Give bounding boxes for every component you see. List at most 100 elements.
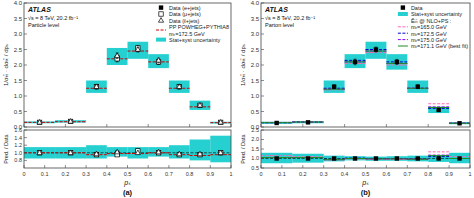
x-tick	[44, 165, 45, 168]
data-point	[218, 151, 222, 155]
data-point	[197, 151, 202, 156]
x-tick-label: 0.6	[144, 171, 152, 177]
x-tick-label: 0.5	[124, 171, 132, 177]
x-tick-label: 0.5	[362, 171, 370, 177]
y-tick-label: 1.0	[251, 93, 260, 99]
data-point	[37, 120, 42, 125]
chart: 0.00.51.01.52.02.53.03.54.01/σₜₜ̄ · dσₜₜ…	[3, 0, 231, 130]
y-axis-label: 1/σₜₜ̄ · dσₜₜ̄ / dpₛ	[240, 44, 246, 86]
x-tick	[344, 165, 345, 168]
uncertainty-band	[210, 136, 231, 163]
y-tick-label: 2.0	[14, 62, 23, 68]
x-axis-label: pₛ	[361, 179, 369, 187]
data-point	[457, 121, 461, 125]
uncertainty-band	[128, 42, 149, 59]
data-point	[353, 156, 357, 160]
data-point	[374, 156, 378, 160]
x-tick	[86, 165, 87, 168]
y-tick-label: 2.5	[251, 127, 259, 133]
y-tick-label: 1.5	[251, 78, 260, 84]
legend-swatch	[156, 38, 166, 42]
data-point	[115, 149, 120, 154]
x-tick-label: 1	[229, 171, 232, 177]
x-tick	[365, 165, 366, 168]
y-tick-label: 1.5	[251, 146, 259, 152]
legend-line	[398, 33, 408, 34]
y-tick	[24, 80, 27, 81]
plot-area	[24, 42, 231, 125]
legend-label: Stat+syst uncertainty	[169, 37, 220, 43]
chart: 0.81.01.21.41.600.10.20.30.40.50.60.70.8…	[3, 127, 233, 197]
legend-label-line: mₜ=171.1 GeV (best fit)	[411, 43, 468, 49]
legend-label: mₜ=165.0 GeV	[411, 24, 447, 30]
legend-label: Data	[411, 5, 424, 11]
uncertainty-band	[324, 81, 345, 93]
y-axis-label: Pred. / Data	[3, 133, 9, 163]
uncertainty-band	[407, 81, 428, 93]
legend-line	[398, 26, 408, 27]
data-point	[197, 103, 202, 108]
uncertainty-band	[386, 54, 407, 70]
x-tick	[189, 165, 190, 168]
uncertainty-band	[128, 147, 149, 158]
x-tick	[386, 124, 387, 127]
x-tick	[428, 165, 429, 168]
x-axis-label: pₛ	[123, 179, 131, 187]
legend-label-line: Data (ℓ+jets)	[169, 18, 200, 24]
annotation: (b)	[361, 188, 371, 197]
data-point	[37, 150, 42, 155]
data-point	[436, 108, 440, 112]
legend-label: mₜ=172.5 GeV	[411, 31, 447, 37]
y-tick	[261, 49, 264, 50]
y-tick	[24, 96, 27, 97]
y-tick	[24, 152, 27, 153]
x-tick	[127, 165, 128, 168]
error-bar	[396, 59, 399, 64]
data-point	[218, 150, 223, 155]
y-tick-label: 3.5	[14, 16, 23, 22]
legend-label-line: Data	[411, 5, 424, 11]
uncertainty-band	[148, 147, 169, 157]
prediction-step	[428, 106, 449, 107]
x-tick	[323, 165, 324, 168]
data-point	[68, 119, 73, 124]
y-tick	[261, 80, 264, 81]
data-point	[395, 60, 399, 64]
y-axis-label: Pred. / Data	[240, 133, 246, 163]
legend-label: PP POWHEG+PYTHIA8mₜ=172.5 GeV	[169, 24, 229, 36]
x-tick	[168, 165, 169, 168]
y-tick-label: 0.5	[14, 109, 23, 115]
uncertainty-band	[190, 140, 211, 161]
y-tick	[261, 34, 264, 35]
y-tick	[24, 49, 27, 50]
legend-line	[398, 39, 408, 40]
x-tick-label: 0.1	[41, 171, 49, 177]
x-tick-label: 0.4	[103, 171, 111, 177]
data-point	[218, 120, 222, 124]
y-tick	[261, 158, 264, 159]
data-point	[332, 85, 336, 89]
x-tick-label: 0	[259, 171, 262, 177]
y-tick-label: 2.5	[251, 47, 260, 53]
uncertainty-band	[169, 81, 190, 93]
legend-label: mₜ=175.0 GeV	[411, 37, 447, 43]
x-tick	[407, 165, 408, 168]
y-tick	[24, 160, 27, 161]
uncertainty-band	[345, 156, 366, 160]
x-tick	[428, 124, 429, 127]
chart: 0.51.01.52.02.500.10.20.30.40.50.60.70.8…	[240, 127, 472, 197]
data-point	[94, 85, 98, 89]
x-tick-label: 0.4	[341, 171, 349, 177]
x-tick	[386, 165, 387, 168]
plot-frame	[261, 3, 470, 127]
uncertainty-band	[107, 147, 128, 157]
y-tick-label: 1.2	[14, 142, 22, 148]
data-point	[135, 47, 140, 52]
annotation: ATLAS	[27, 6, 51, 13]
legend-label: Data (ℓ+jets)	[169, 18, 200, 24]
legend-marker	[159, 5, 163, 9]
y-tick-label: 3.0	[14, 31, 23, 37]
data-point	[94, 151, 99, 156]
data-point	[198, 103, 202, 107]
legend-label-line: Stat+syst uncertainty	[411, 11, 462, 17]
